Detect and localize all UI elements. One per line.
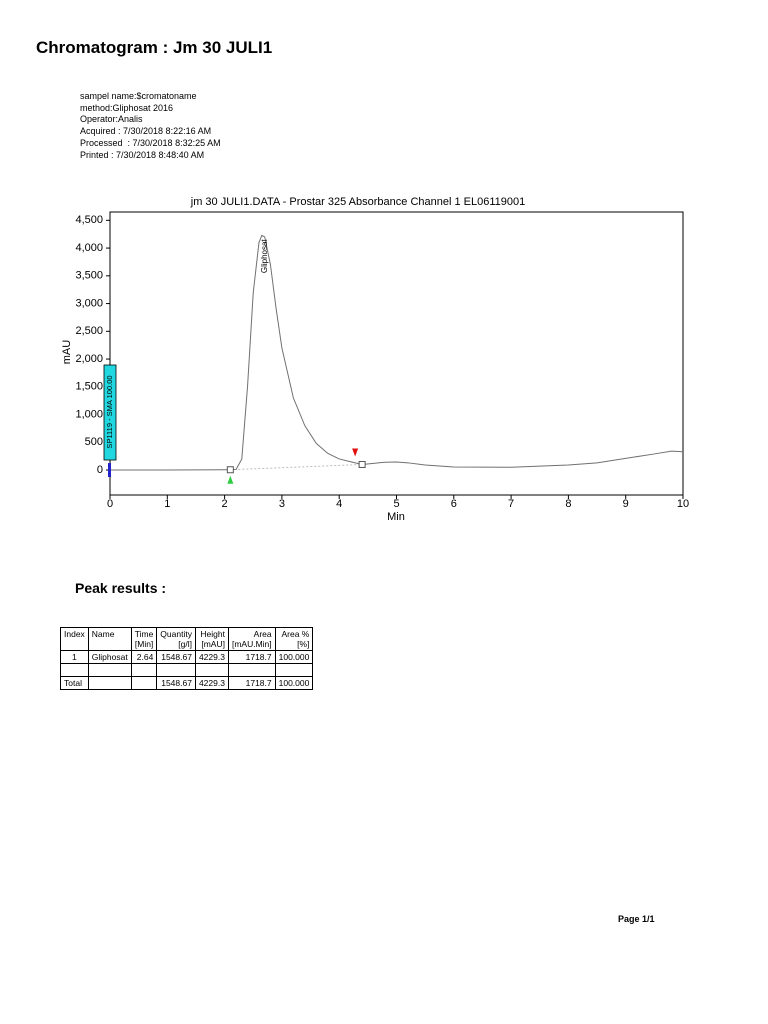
table-cell (87, 676, 132, 690)
results-table: Index Name Time [Min] Quantity [g/l] Height [mA… (60, 627, 314, 690)
header-text: Name (91, 629, 115, 639)
header-text: [g/l] (178, 639, 192, 649)
plot-frame (109, 211, 684, 496)
y-tick-label: 2,000 (75, 353, 103, 365)
page-number: Page 1/1 (618, 914, 655, 924)
x-tick-label: 0 (107, 498, 113, 510)
header-text: Height (200, 629, 225, 639)
x-tick-label: 2 (222, 498, 228, 510)
y-tick-label: 3,500 (75, 270, 103, 282)
table-row: Total 1548.67 4229.3 1718.7 100.000 (60, 676, 314, 690)
table-cell (87, 663, 132, 677)
table-cell: 1548.67 (156, 650, 196, 664)
table-cell (156, 663, 196, 677)
header-text: Quantity (160, 629, 192, 639)
header-text: Area % (281, 629, 310, 639)
table-cell (130, 663, 158, 677)
header-cell: Time [Min] (130, 627, 158, 651)
y-tick-label: 500 (85, 436, 103, 448)
table-cell (60, 663, 89, 677)
table-cell: 4229.3 (194, 650, 229, 664)
table-cell: 2.64 (130, 650, 158, 664)
x-tick-label: 6 (451, 498, 457, 510)
info-line: sampel name:$cromatoname (80, 91, 197, 101)
table-cell: Total (60, 676, 89, 690)
table-row: 1 Gliphosat 2.64 1548.67 4229.3 1718.7 100.000 (60, 650, 314, 664)
peak-baseline (230, 463, 363, 471)
axis-marker (108, 463, 111, 478)
peak-boundary (226, 466, 234, 474)
header-text: [%] (297, 639, 310, 649)
event-label: SP1119 - SMA 100.00 (105, 375, 114, 448)
header-text: [mAU] (201, 639, 225, 649)
x-tick-label: 10 (677, 498, 689, 510)
x-tick-label: 7 (508, 498, 514, 510)
header-cell: Name (87, 627, 132, 651)
x-tick-label: 8 (565, 498, 571, 510)
x-tick-label: 5 (393, 498, 399, 510)
table-cell: 1718.7 (227, 676, 276, 690)
table-cell: Gliphosat (87, 650, 132, 664)
y-tick-label: 0 (97, 464, 103, 476)
chart: jm 30 JULI1.DATA - Prostar 325 Absorbanc… (61, 196, 689, 523)
table-row (60, 663, 314, 677)
table-cell: 100.000 (274, 676, 314, 690)
info-line: Operator:Analis (80, 114, 143, 125)
y-tick-label: 2,500 (75, 325, 103, 337)
table-cell: 4229.3 (194, 676, 229, 690)
header-row: Index Name Time [Min] Quantity [g/l] Height [mA… (60, 627, 314, 651)
x-axis-label: Min (387, 511, 405, 523)
header-cell: Height [mAU] (194, 627, 229, 651)
header-text: Time (134, 629, 154, 639)
info-line: Printed : 7/30/2018 8:48:40 AM (80, 149, 205, 160)
table-cell (227, 663, 276, 677)
info-line: Processed : 7/30/2018 8:32:25 AM (80, 137, 221, 148)
header-text: Index (64, 629, 85, 639)
info-line: Acquired : 7/30/2018 8:22:16 AM (80, 126, 212, 137)
header-cell: Area [mAU.Min] (227, 627, 276, 651)
header-cell: Quantity [g/l] (156, 627, 196, 651)
x-tick-label: 4 (336, 498, 342, 510)
peak-label: Gliphosat (260, 239, 269, 274)
chromatogram-line (110, 234, 684, 471)
x-tick-label: 3 (279, 498, 285, 510)
y-tick-label: 4,500 (75, 214, 103, 226)
info-line: method:Gliphosat 2016 (80, 102, 174, 113)
y-axis-label: mAU (61, 340, 73, 365)
header-text: [Min] (134, 639, 154, 649)
section-title: Peak results : (75, 580, 167, 596)
table-cell (194, 663, 229, 677)
y-tick-label: 1,000 (75, 408, 103, 420)
x-tick-label: 9 (623, 498, 629, 510)
header-cell: Area % [%] (274, 627, 314, 651)
table-cell: 1 (60, 650, 89, 664)
chart-title: jm 30 JULI1.DATA - Prostar 325 Absorbanc… (190, 196, 525, 208)
event-box (103, 364, 117, 461)
table-cell: 1548.67 (156, 676, 196, 690)
y-tick-label: 4,000 (75, 242, 103, 254)
sample-info: sampel name:$cromatoname method:Gliphosat… (80, 91, 221, 161)
header-text: Area (253, 629, 272, 639)
peak-end-marker (352, 448, 359, 457)
y-tick-label: 1,500 (75, 381, 103, 393)
header-text: [mAU.Min] (231, 639, 272, 649)
peak-boundary (358, 460, 366, 468)
peak-start-marker (227, 475, 234, 484)
y-tick-label: 3,000 (75, 297, 103, 309)
table-cell (130, 676, 158, 690)
x-tick-label: 1 (164, 498, 170, 510)
heading: Chromatogram : Jm 30 JULI1 (36, 38, 273, 57)
table-cell (274, 663, 314, 677)
table-cell: 1718.7 (227, 650, 276, 664)
table-cell: 100.000 (274, 650, 314, 664)
header-cell: Index (60, 627, 89, 651)
